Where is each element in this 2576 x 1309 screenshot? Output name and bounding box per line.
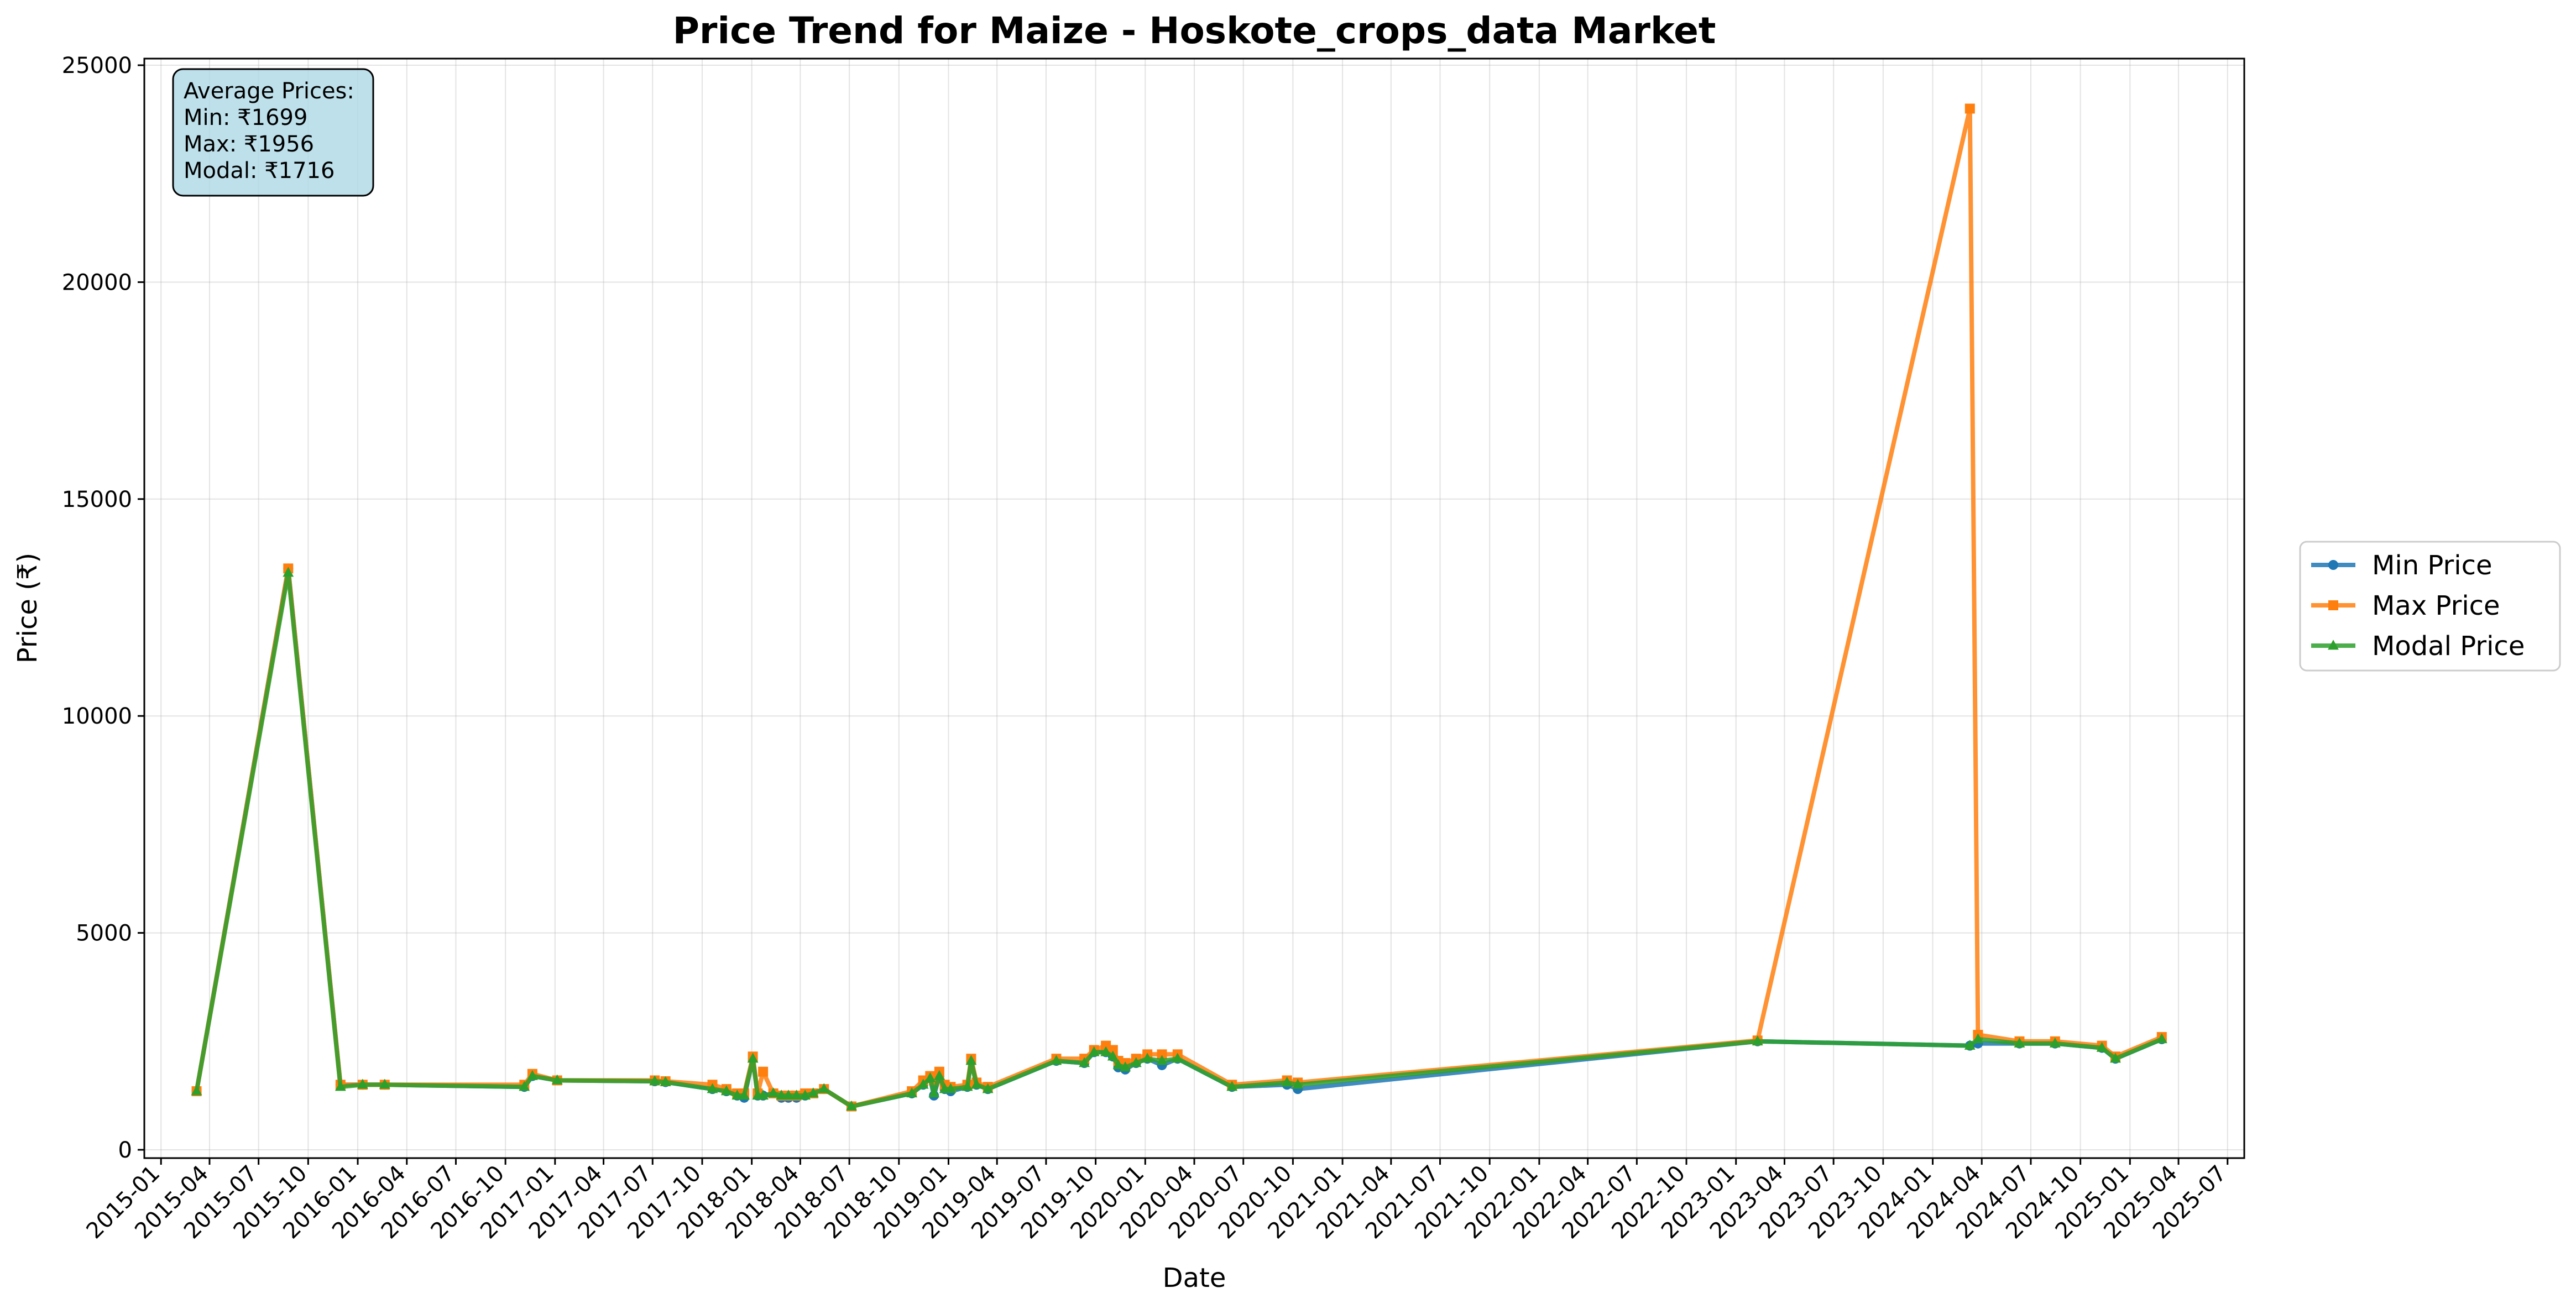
y-tick-label: 20000 bbox=[62, 270, 132, 295]
modal-price-point bbox=[1281, 1076, 1293, 1087]
modal-price-point bbox=[707, 1083, 718, 1093]
legend: Min Price Max Price Modal Price bbox=[2299, 541, 2561, 672]
modal-price-point bbox=[1752, 1035, 1763, 1045]
modal-price-line bbox=[194, 570, 2163, 1109]
modal-price-point bbox=[1142, 1053, 1153, 1063]
legend-label: Min Price bbox=[2372, 550, 2493, 581]
y-tick-label: 25000 bbox=[62, 53, 132, 78]
max-price-point bbox=[1157, 1049, 1167, 1060]
modal-price-point bbox=[1172, 1053, 1183, 1063]
modal-price-point bbox=[551, 1074, 563, 1085]
legend-item-modal-price: Modal Price bbox=[2311, 631, 2525, 662]
modal-price-point bbox=[2014, 1037, 2025, 1048]
legend-swatch-marker bbox=[2328, 560, 2338, 570]
modal-price-point bbox=[649, 1075, 661, 1086]
modal-price-point bbox=[924, 1072, 936, 1082]
modal-price-point bbox=[1964, 1039, 1976, 1050]
modal-price-point bbox=[1088, 1046, 1100, 1056]
x-axis-title: Date bbox=[1163, 1263, 1226, 1294]
modal-price-point bbox=[945, 1083, 957, 1093]
modal-price-point bbox=[917, 1078, 929, 1089]
modal-price-point bbox=[1079, 1057, 1090, 1067]
modal-price-point bbox=[1292, 1078, 1304, 1089]
modal-price-point bbox=[731, 1090, 743, 1100]
modal-price-point bbox=[933, 1070, 945, 1080]
modal-price-point bbox=[2110, 1053, 2121, 1063]
modal-price-point bbox=[2096, 1041, 2108, 1052]
modal-price-series bbox=[191, 567, 2167, 1111]
legend-label: Modal Price bbox=[2372, 631, 2525, 662]
modal-price-point bbox=[1120, 1061, 1131, 1072]
modal-price-point bbox=[739, 1090, 750, 1100]
modal-price-point bbox=[191, 1085, 202, 1096]
modal-price-point bbox=[982, 1083, 994, 1093]
y-tick-label: 15000 bbox=[62, 487, 132, 512]
series-layer bbox=[191, 103, 2167, 1112]
modal-price-point bbox=[747, 1053, 759, 1063]
modal-price-point bbox=[776, 1090, 787, 1100]
average-prices-annotation: Average Prices: Min: ₹1699 Max: ₹1956 Mo… bbox=[172, 68, 374, 197]
modal-price-point bbox=[928, 1087, 940, 1098]
legend-swatch-marker bbox=[2328, 640, 2339, 650]
max-price-point bbox=[758, 1066, 769, 1077]
modal-price-point bbox=[335, 1081, 346, 1091]
modal-price-point bbox=[783, 1090, 794, 1100]
modal-price-point bbox=[519, 1081, 530, 1091]
legend-box bbox=[2299, 541, 2561, 672]
modal-price-point bbox=[2156, 1033, 2167, 1044]
modal-price-point bbox=[1100, 1046, 1112, 1056]
legend-swatch-marker bbox=[2328, 600, 2338, 610]
y-tick-label: 5000 bbox=[76, 921, 132, 946]
y-axis-ticks: 0 5000 10000 15000 20000 25000 bbox=[62, 53, 144, 1163]
modal-price-point bbox=[2049, 1037, 2061, 1048]
annotation-box bbox=[172, 68, 374, 197]
annotation-line-max: Max: ₹1956 bbox=[184, 132, 314, 157]
legend-items: Min Price Max Price Modal Price bbox=[2311, 550, 2525, 662]
modal-price-point bbox=[1972, 1033, 1984, 1044]
modal-price-point bbox=[767, 1087, 779, 1098]
modal-price-point bbox=[800, 1090, 811, 1100]
annotation-line-modal: Modal: ₹1716 bbox=[184, 158, 335, 184]
modal-price-point bbox=[283, 567, 294, 577]
grid-lines bbox=[144, 59, 2244, 1158]
modal-price-point bbox=[818, 1083, 830, 1093]
modal-price-point bbox=[757, 1090, 769, 1100]
y-tick-label: 0 bbox=[118, 1138, 132, 1163]
modal-price-point bbox=[526, 1070, 538, 1080]
modal-price-point bbox=[720, 1085, 732, 1096]
modal-price-point bbox=[807, 1087, 819, 1098]
modal-price-point bbox=[379, 1078, 390, 1089]
modal-price-point bbox=[1112, 1059, 1124, 1070]
legend-label: Max Price bbox=[2372, 590, 2500, 621]
annotation-line-heading: Average Prices: bbox=[184, 78, 354, 104]
legend-item-max-price: Max Price bbox=[2311, 590, 2500, 621]
modal-price-point bbox=[971, 1078, 983, 1089]
modal-price-point bbox=[906, 1087, 918, 1098]
modal-price-point bbox=[1156, 1055, 1168, 1065]
modal-price-point bbox=[1107, 1050, 1119, 1061]
modal-price-point bbox=[1226, 1081, 1238, 1091]
modal-price-point bbox=[965, 1055, 977, 1065]
annotation-line-min: Min: ₹1699 bbox=[184, 105, 307, 130]
modal-price-point bbox=[1051, 1055, 1062, 1065]
modal-price-point bbox=[846, 1100, 857, 1111]
modal-price-point bbox=[357, 1078, 368, 1089]
y-axis-title: Price (₹) bbox=[12, 553, 43, 663]
chart-title: Price Trend for Maize - Hoskote_crops_da… bbox=[673, 9, 1716, 52]
max-price-point bbox=[1964, 103, 1975, 114]
modal-price-point bbox=[660, 1076, 671, 1086]
y-tick-label: 10000 bbox=[62, 704, 132, 729]
legend-item-min-price: Min Price bbox=[2311, 550, 2493, 581]
modal-price-point bbox=[1130, 1057, 1142, 1067]
modal-price-point bbox=[791, 1090, 802, 1100]
modal-price-point bbox=[962, 1081, 973, 1091]
